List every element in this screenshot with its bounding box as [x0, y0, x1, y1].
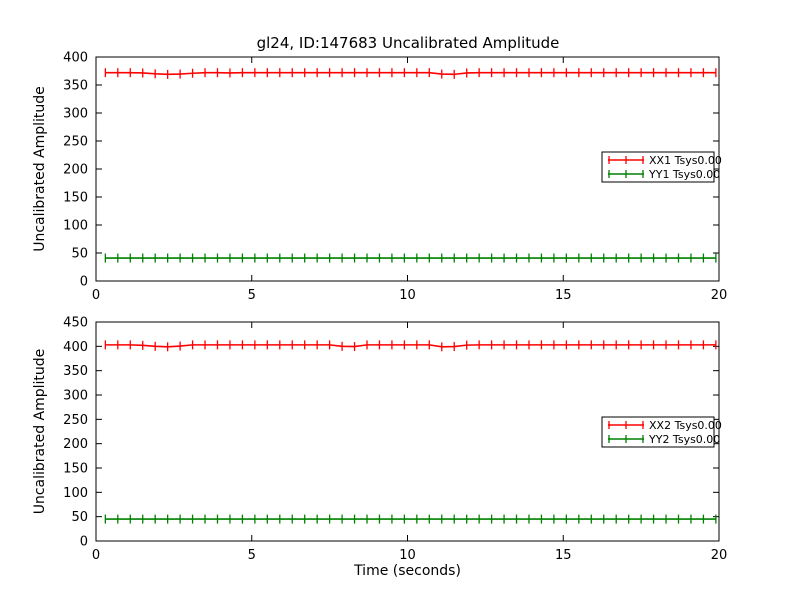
y-axis-label: Uncalibrated Amplitude — [32, 349, 48, 515]
y-tick-label: 50 — [71, 510, 88, 525]
legend-entry-label: XX2 Tsys0.00 — [649, 419, 722, 432]
x-axis-ticks: 0 5 10 15 20 — [92, 322, 727, 563]
y-tick-label: 200 — [63, 437, 88, 452]
x-tick-label: 15 — [555, 548, 572, 563]
y-tick-label: 400 — [63, 340, 88, 355]
y-tick-label: 300 — [63, 107, 88, 122]
y-tick-label: 250 — [63, 135, 88, 150]
x-tick-label: 5 — [248, 548, 256, 563]
y-tick-label: 350 — [63, 79, 88, 94]
x-tick-label: 20 — [711, 548, 728, 563]
bottom-subplot: 0 5 10 15 20050100150200250300350400450Uncal… — [32, 316, 727, 580]
y-tick-label: 100 — [63, 486, 88, 501]
series-YY1 — [104, 253, 717, 263]
y-tick-label: 250 — [63, 413, 88, 428]
top-subplot: 0 5 10 15 20050100150200250300350400Uncalibr… — [32, 51, 727, 304]
x-tick-label: 0 — [92, 288, 100, 303]
y-tick-label: 150 — [63, 191, 88, 206]
legend-box — [601, 416, 715, 448]
x-tick-label: 20 — [711, 288, 728, 303]
x-axis-label: Time (seconds) — [353, 563, 461, 579]
y-tick-label: 350 — [63, 364, 88, 379]
x-tick-label: 10 — [399, 288, 416, 303]
series-XX1 — [104, 68, 717, 79]
x-tick-label: 10 — [399, 548, 416, 563]
legend-box — [601, 151, 715, 183]
series-line — [105, 344, 716, 348]
legend-entry-label: XX1 Tsys0.00 — [649, 154, 722, 167]
figure-title: gl24, ID:147683 Uncalibrated Amplitude — [257, 34, 560, 52]
y-tick-label: 200 — [63, 163, 88, 178]
x-tick-label: 15 — [555, 288, 572, 303]
y-tick-label: 0 — [80, 535, 88, 550]
y-tick-label: 100 — [63, 219, 88, 234]
series-YY2 — [104, 514, 717, 524]
legend-entry-label: YY1 Tsys0.00 — [648, 168, 720, 181]
legend-entry-label: YY2 Tsys0.00 — [648, 433, 720, 446]
series-XX2 — [104, 340, 717, 352]
y-axis-ticks: 0 50 100 150 200 250 300 350 400 — [63, 51, 719, 290]
y-axis-ticks: 0 50 100 150 200 250 300 350 400 450 — [63, 316, 719, 550]
y-axis-label: Uncalibrated Amplitude — [32, 86, 48, 252]
y-tick-label: 150 — [63, 462, 88, 477]
x-tick-label: 0 — [92, 548, 100, 563]
x-axis-ticks: 0 5 10 15 20 — [92, 57, 727, 303]
y-tick-label: 450 — [63, 316, 88, 331]
y-tick-label: 0 — [80, 275, 88, 290]
series-line — [105, 71, 716, 76]
x-tick-label: 5 — [248, 288, 256, 303]
y-tick-label: 400 — [63, 51, 88, 66]
y-tick-label: 300 — [63, 389, 88, 404]
y-tick-label: 50 — [71, 247, 88, 262]
